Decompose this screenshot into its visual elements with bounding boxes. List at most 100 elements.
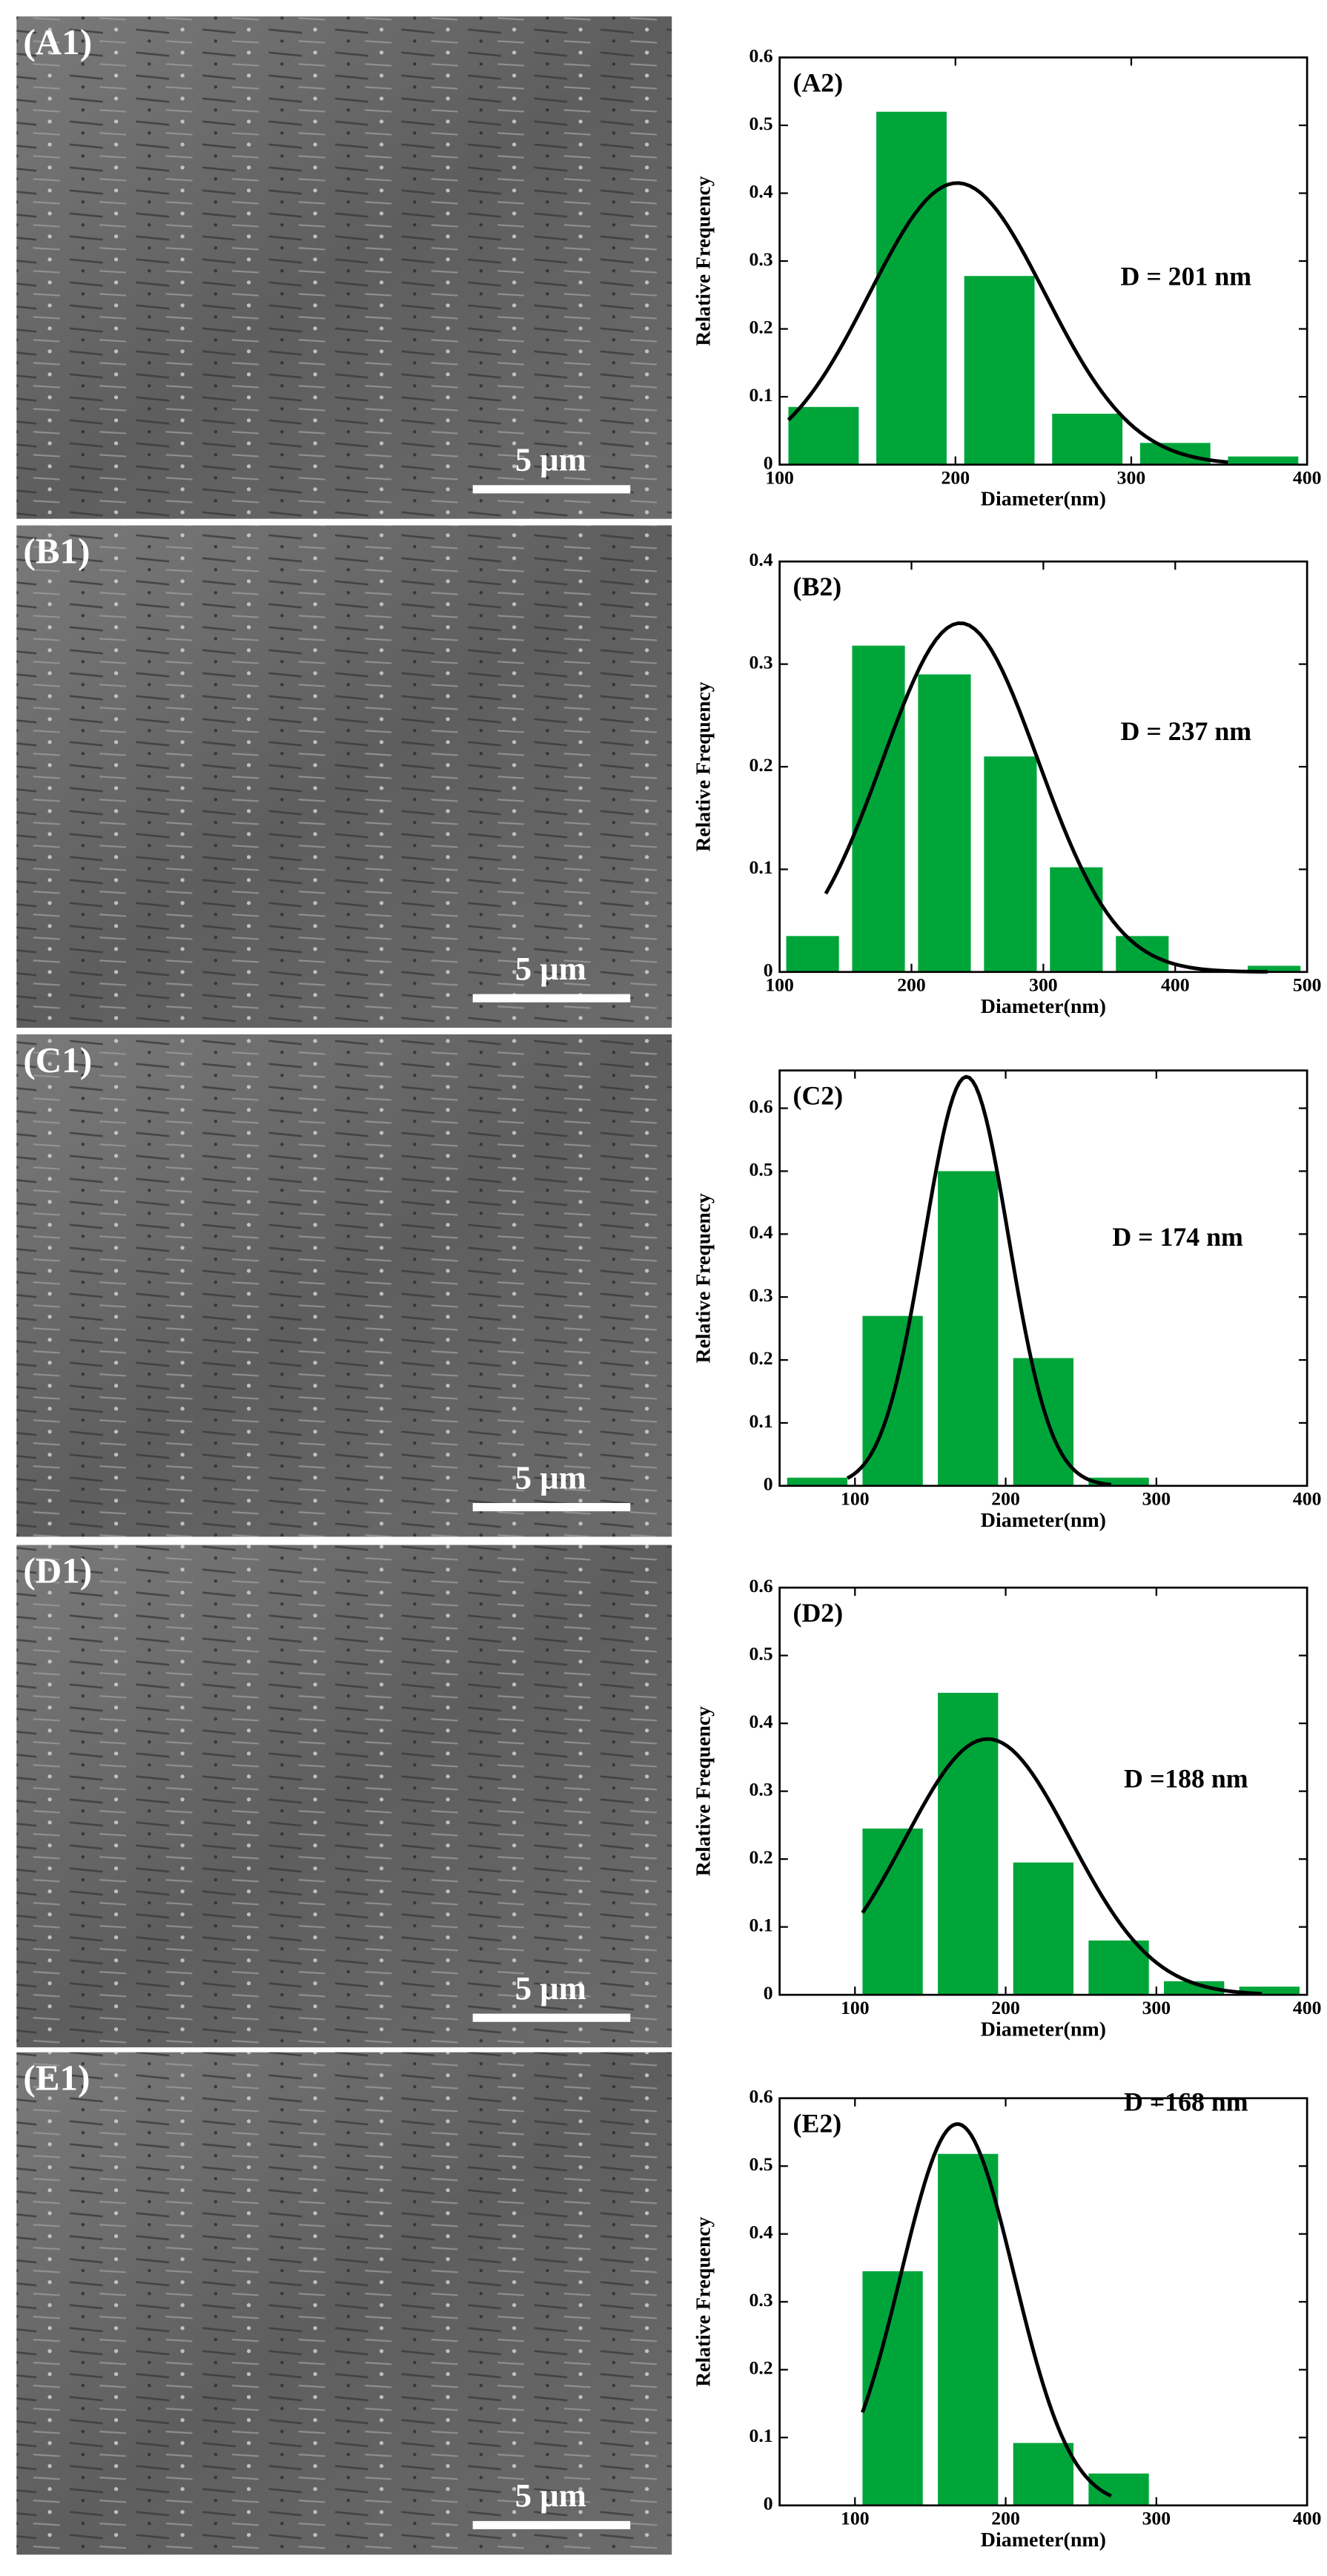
bar — [964, 276, 1035, 465]
scale-bar-label: 5 μm — [515, 1459, 586, 1496]
x-tick-label: 300 — [1142, 2508, 1171, 2529]
y-tick-label: 0.3 — [749, 2289, 773, 2311]
y-tick-label: 0.4 — [749, 1711, 773, 1732]
x-tick-label: 100 — [765, 974, 794, 996]
y-axis-label: Relative Frequency — [692, 681, 715, 851]
y-tick-label: 0.1 — [749, 1410, 773, 1432]
image-label: (D1) — [23, 1550, 92, 1591]
y-tick-label: 0.6 — [749, 2086, 773, 2107]
y-tick-label: 0.2 — [749, 2357, 773, 2379]
bar — [938, 1171, 999, 1486]
x-tick-label: 400 — [1293, 2508, 1322, 2529]
x-axis-label: Diameter(nm) — [981, 2018, 1106, 2041]
bar — [1050, 867, 1103, 972]
y-tick-label: 0 — [764, 960, 773, 981]
y-tick-label: 0.3 — [749, 248, 773, 270]
sem-texture — [16, 1545, 672, 2048]
y-tick-label: 0.2 — [749, 1347, 773, 1369]
y-tick-label: 0.1 — [749, 384, 773, 406]
fit-curve — [846, 1074, 1112, 1487]
y-tick-label: 0.2 — [749, 754, 773, 776]
bar — [1088, 1477, 1149, 1486]
y-tick-label: 0.1 — [749, 2425, 773, 2446]
scale-bar-label: 5 μm — [515, 441, 586, 478]
y-tick-label: 0.6 — [749, 1096, 773, 1117]
annotation: D = 237 nm — [1121, 716, 1252, 746]
x-tick-label: 400 — [1161, 974, 1190, 996]
y-tick-label: 0.5 — [749, 2153, 773, 2175]
y-tick-label: 0.4 — [749, 180, 773, 202]
image-label: (A1) — [23, 22, 92, 62]
bar — [1139, 443, 1211, 465]
y-tick-label: 0.4 — [749, 2222, 773, 2243]
sem-texture — [16, 525, 672, 1028]
scale-bar-label: 5 μm — [515, 1969, 586, 2007]
sem-texture — [16, 1034, 672, 1537]
y-tick-label: 0.5 — [749, 113, 773, 134]
sem-texture — [16, 16, 672, 519]
x-axis-label: Diameter(nm) — [981, 488, 1106, 511]
y-axis-label: Relative Frequency — [692, 1706, 715, 1876]
fit-curve — [861, 2122, 1112, 2498]
x-axis-label: Diameter(nm) — [981, 1509, 1106, 1532]
bar — [1013, 2443, 1074, 2506]
bar — [938, 2153, 999, 2506]
x-tick-label: 400 — [1293, 466, 1322, 488]
x-tick-label: 100 — [765, 466, 794, 488]
y-tick-label: 0.4 — [749, 549, 773, 570]
x-tick-label: 400 — [1293, 1997, 1322, 2018]
y-tick-label: 0.4 — [749, 1221, 773, 1243]
bar — [1088, 1940, 1149, 1995]
bar — [788, 406, 859, 465]
fit-curve — [824, 621, 1268, 974]
y-axis-label: Relative Frequency — [692, 176, 715, 346]
x-tick-label: 400 — [1293, 1488, 1322, 1510]
annotation: D = 201 nm — [1121, 262, 1252, 291]
y-tick-label: 0.6 — [749, 1575, 773, 1596]
panel-label: (D2) — [793, 1598, 844, 1628]
y-tick-label: 0.1 — [749, 856, 773, 878]
bar — [862, 1828, 923, 1995]
y-tick-label: 0 — [764, 452, 773, 474]
y-tick-label: 0 — [764, 1982, 773, 2004]
x-tick-label: 100 — [841, 2508, 870, 2529]
x-tick-label: 300 — [1029, 974, 1058, 996]
y-axis-label: Relative Frequency — [692, 1193, 715, 1363]
bar — [852, 645, 905, 972]
scale-bar-label: 5 μm — [515, 950, 586, 987]
x-tick-label: 100 — [841, 1997, 870, 2018]
x-tick-label: 100 — [841, 1488, 870, 1510]
image-label: (C1) — [23, 1040, 92, 1080]
x-tick-label: 300 — [1142, 1488, 1171, 1510]
plot-frame — [778, 1069, 1308, 1487]
y-axis-label: Relative Frequency — [692, 2217, 715, 2387]
image-label: (B1) — [23, 531, 90, 572]
x-axis-label: Diameter(nm) — [981, 995, 1106, 1018]
fit-curve — [787, 181, 1228, 464]
panel-label: (E2) — [793, 2109, 842, 2139]
y-tick-label: 0.5 — [749, 1158, 773, 1180]
panel-label: (B2) — [793, 572, 842, 601]
x-tick-label: 200 — [942, 466, 970, 488]
y-tick-label: 0.3 — [749, 1284, 773, 1306]
bar — [786, 936, 839, 972]
bar — [984, 756, 1037, 972]
bar — [1013, 1358, 1074, 1486]
bar — [1239, 1987, 1300, 1995]
bar — [787, 1477, 848, 1486]
bar — [1164, 1981, 1225, 1995]
y-tick-label: 0.3 — [749, 652, 773, 673]
y-tick-label: 0 — [764, 1473, 773, 1495]
image-label: (E1) — [23, 2058, 90, 2098]
annotation: D = 174 nm — [1112, 1222, 1243, 1252]
y-tick-label: 0.5 — [749, 1643, 773, 1665]
panel-label: (A2) — [793, 67, 844, 97]
fit-curve — [861, 1737, 1263, 1996]
x-tick-label: 300 — [1142, 1997, 1171, 2018]
y-tick-label: 0.6 — [749, 44, 773, 66]
x-tick-label: 500 — [1293, 974, 1322, 996]
scale-bar-label: 5 μm — [515, 2477, 586, 2514]
bar — [1228, 456, 1299, 465]
